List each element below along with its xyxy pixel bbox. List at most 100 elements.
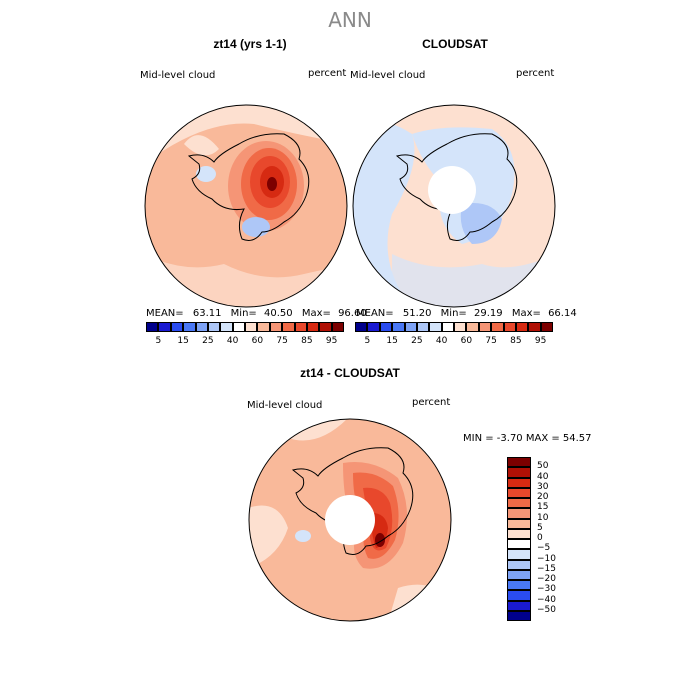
diff-colorbar-tick-label: −50 <box>537 604 556 615</box>
model-colorbar-swatch <box>146 322 159 332</box>
obs-stats: MEAN= 51.20 Min= 29.19 Max= 66.14 <box>356 308 577 319</box>
obs-polar-map <box>352 104 556 308</box>
obs-colorbar-swatch <box>404 322 417 332</box>
model-variable-label: Mid-level cloud <box>140 70 216 81</box>
diff-missing-data-hole <box>325 495 375 545</box>
diff-colorbar-swatch <box>507 569 531 580</box>
model-stats: MEAN= 63.11 Min= 40.50 Max= 96.60 <box>146 308 367 319</box>
obs-colorbar-swatch <box>367 322 380 332</box>
model-colorbar-tick-label: 60 <box>251 336 264 346</box>
obs-colorbar-swatch <box>392 322 405 332</box>
obs-colorbar-swatch <box>355 322 368 332</box>
diff-colorbar-tick-label: −5 <box>537 543 551 554</box>
model-colorbar-swatch <box>195 322 208 332</box>
obs-max-label: Max= <box>511 308 541 319</box>
diff-colorbar-tick-label: 5 <box>537 522 543 533</box>
obs-colorbar-swatch <box>429 322 442 332</box>
model-colorbar-labels: 5 15 25 40 60 75 85 95 <box>146 336 344 348</box>
model-max-value: 96.60 <box>338 308 367 319</box>
diff-colorbar-tick-label: 50 <box>537 461 549 472</box>
model-max-region <box>267 177 277 191</box>
obs-colorbar-swatch <box>466 322 479 332</box>
diff-colorbar-swatch <box>507 559 531 570</box>
model-coastline <box>187 133 310 241</box>
diff-polar-map <box>248 418 452 622</box>
obs-lower-region <box>460 203 502 244</box>
obs-colorbar-swatch <box>379 322 393 332</box>
obs-colorbar-tick-label: 75 <box>485 336 497 346</box>
obs-panel-title: CLOUDSAT <box>422 37 488 51</box>
obs-colorbar-swatch <box>441 322 454 332</box>
model-colorbar-swatch <box>183 322 196 332</box>
obs-mean-label: MEAN= <box>356 308 394 319</box>
obs-missing-data-hole <box>428 166 476 214</box>
diff-coastline <box>291 447 414 555</box>
obs-coastline <box>395 133 518 241</box>
model-polar-map <box>144 104 348 308</box>
model-colorbar-swatch <box>282 322 295 332</box>
obs-max-value: 66.14 <box>548 308 577 319</box>
obs-units-label: percent <box>516 68 555 79</box>
model-panel-title: zt14 (yrs 1-1) <box>213 37 287 51</box>
model-mean-value: 63.11 <box>192 308 222 319</box>
diff-colorbar-swatch <box>507 528 531 539</box>
obs-colorbar-tick-label: 85 <box>510 336 522 346</box>
diff-units-label: percent <box>412 397 451 408</box>
obs-colorbar-swatch <box>503 322 516 332</box>
model-colorbar-tick-label: 40 <box>226 336 239 346</box>
diff-colorbar-swatch <box>507 467 531 478</box>
diff-colorbar-tick-label: −10 <box>537 553 556 564</box>
obs-colorbar-swatch <box>478 322 492 332</box>
obs-colorbar <box>355 322 553 332</box>
obs-variable-label: Mid-level cloud <box>350 70 426 81</box>
model-min-value: 40.50 <box>263 308 293 319</box>
diff-colorbar-tick-label: −20 <box>537 574 556 584</box>
diff-colorbar-swatch <box>507 600 531 611</box>
model-max-label: Max= <box>301 308 331 319</box>
diff-colorbar-swatch <box>507 539 531 550</box>
obs-min-label: Min= <box>440 308 467 319</box>
model-colorbar-swatch <box>232 322 245 332</box>
model-colorbar-swatch <box>319 322 332 332</box>
diff-minmax: MIN = -3.70 MAX = 54.57 <box>463 433 592 444</box>
diff-colorbar-swatch <box>507 477 531 488</box>
model-colorbar-tick-label: 5 <box>155 336 162 346</box>
obs-colorbar-swatch <box>515 322 529 332</box>
diff-colorbar-swatch <box>507 498 531 509</box>
obs-colorbar-swatch <box>540 322 553 332</box>
diff-map-border <box>248 418 452 622</box>
diff-colorbar-swatch <box>507 590 531 601</box>
figure-title: ANN <box>328 8 372 32</box>
diff-colorbar-swatch <box>507 549 531 560</box>
model-mean-label: MEAN= <box>146 308 184 319</box>
obs-map-border <box>352 104 556 308</box>
model-colorbar <box>146 322 344 332</box>
obs-colorbar-swatch <box>491 322 504 332</box>
model-colorbar-tick-label: 15 <box>177 336 189 346</box>
diff-colorbar-swatch <box>507 487 531 498</box>
obs-colorbar-tick-label: 95 <box>534 336 547 346</box>
model-colorbar-swatch <box>331 322 344 332</box>
obs-colorbar-tick-label: 15 <box>386 336 398 346</box>
diff-colorbar-swatch <box>507 457 531 468</box>
model-colorbar-tick-label: 85 <box>301 336 313 346</box>
obs-colorbar-labels: 5 15 25 40 60 75 85 95 <box>355 336 553 348</box>
model-colorbar-swatch <box>170 322 184 332</box>
obs-colorbar-tick-label: 60 <box>460 336 473 346</box>
diff-colorbar-swatch <box>507 580 531 591</box>
obs-colorbar-tick-label: 40 <box>435 336 448 346</box>
obs-colorbar-swatch <box>416 322 430 332</box>
diff-colorbar-tick-label: 0 <box>537 533 543 543</box>
diff-colorbar-tick-label: 20 <box>537 492 549 502</box>
model-colorbar-tick-label: 95 <box>325 336 338 346</box>
obs-colorbar-swatch <box>528 322 541 332</box>
model-colorbar-tick-label: 25 <box>202 336 214 346</box>
model-colorbar-swatch <box>269 322 283 332</box>
model-low-region <box>242 217 270 237</box>
diff-colorbar-tick-label: 30 <box>537 481 549 492</box>
model-colorbar-swatch <box>158 322 171 332</box>
diff-colorbar-tick-label: 15 <box>537 502 549 513</box>
model-colorbar-tick-label: 75 <box>276 336 288 346</box>
model-map-border <box>144 104 348 308</box>
diff-colorbar-swatch <box>507 610 531 621</box>
